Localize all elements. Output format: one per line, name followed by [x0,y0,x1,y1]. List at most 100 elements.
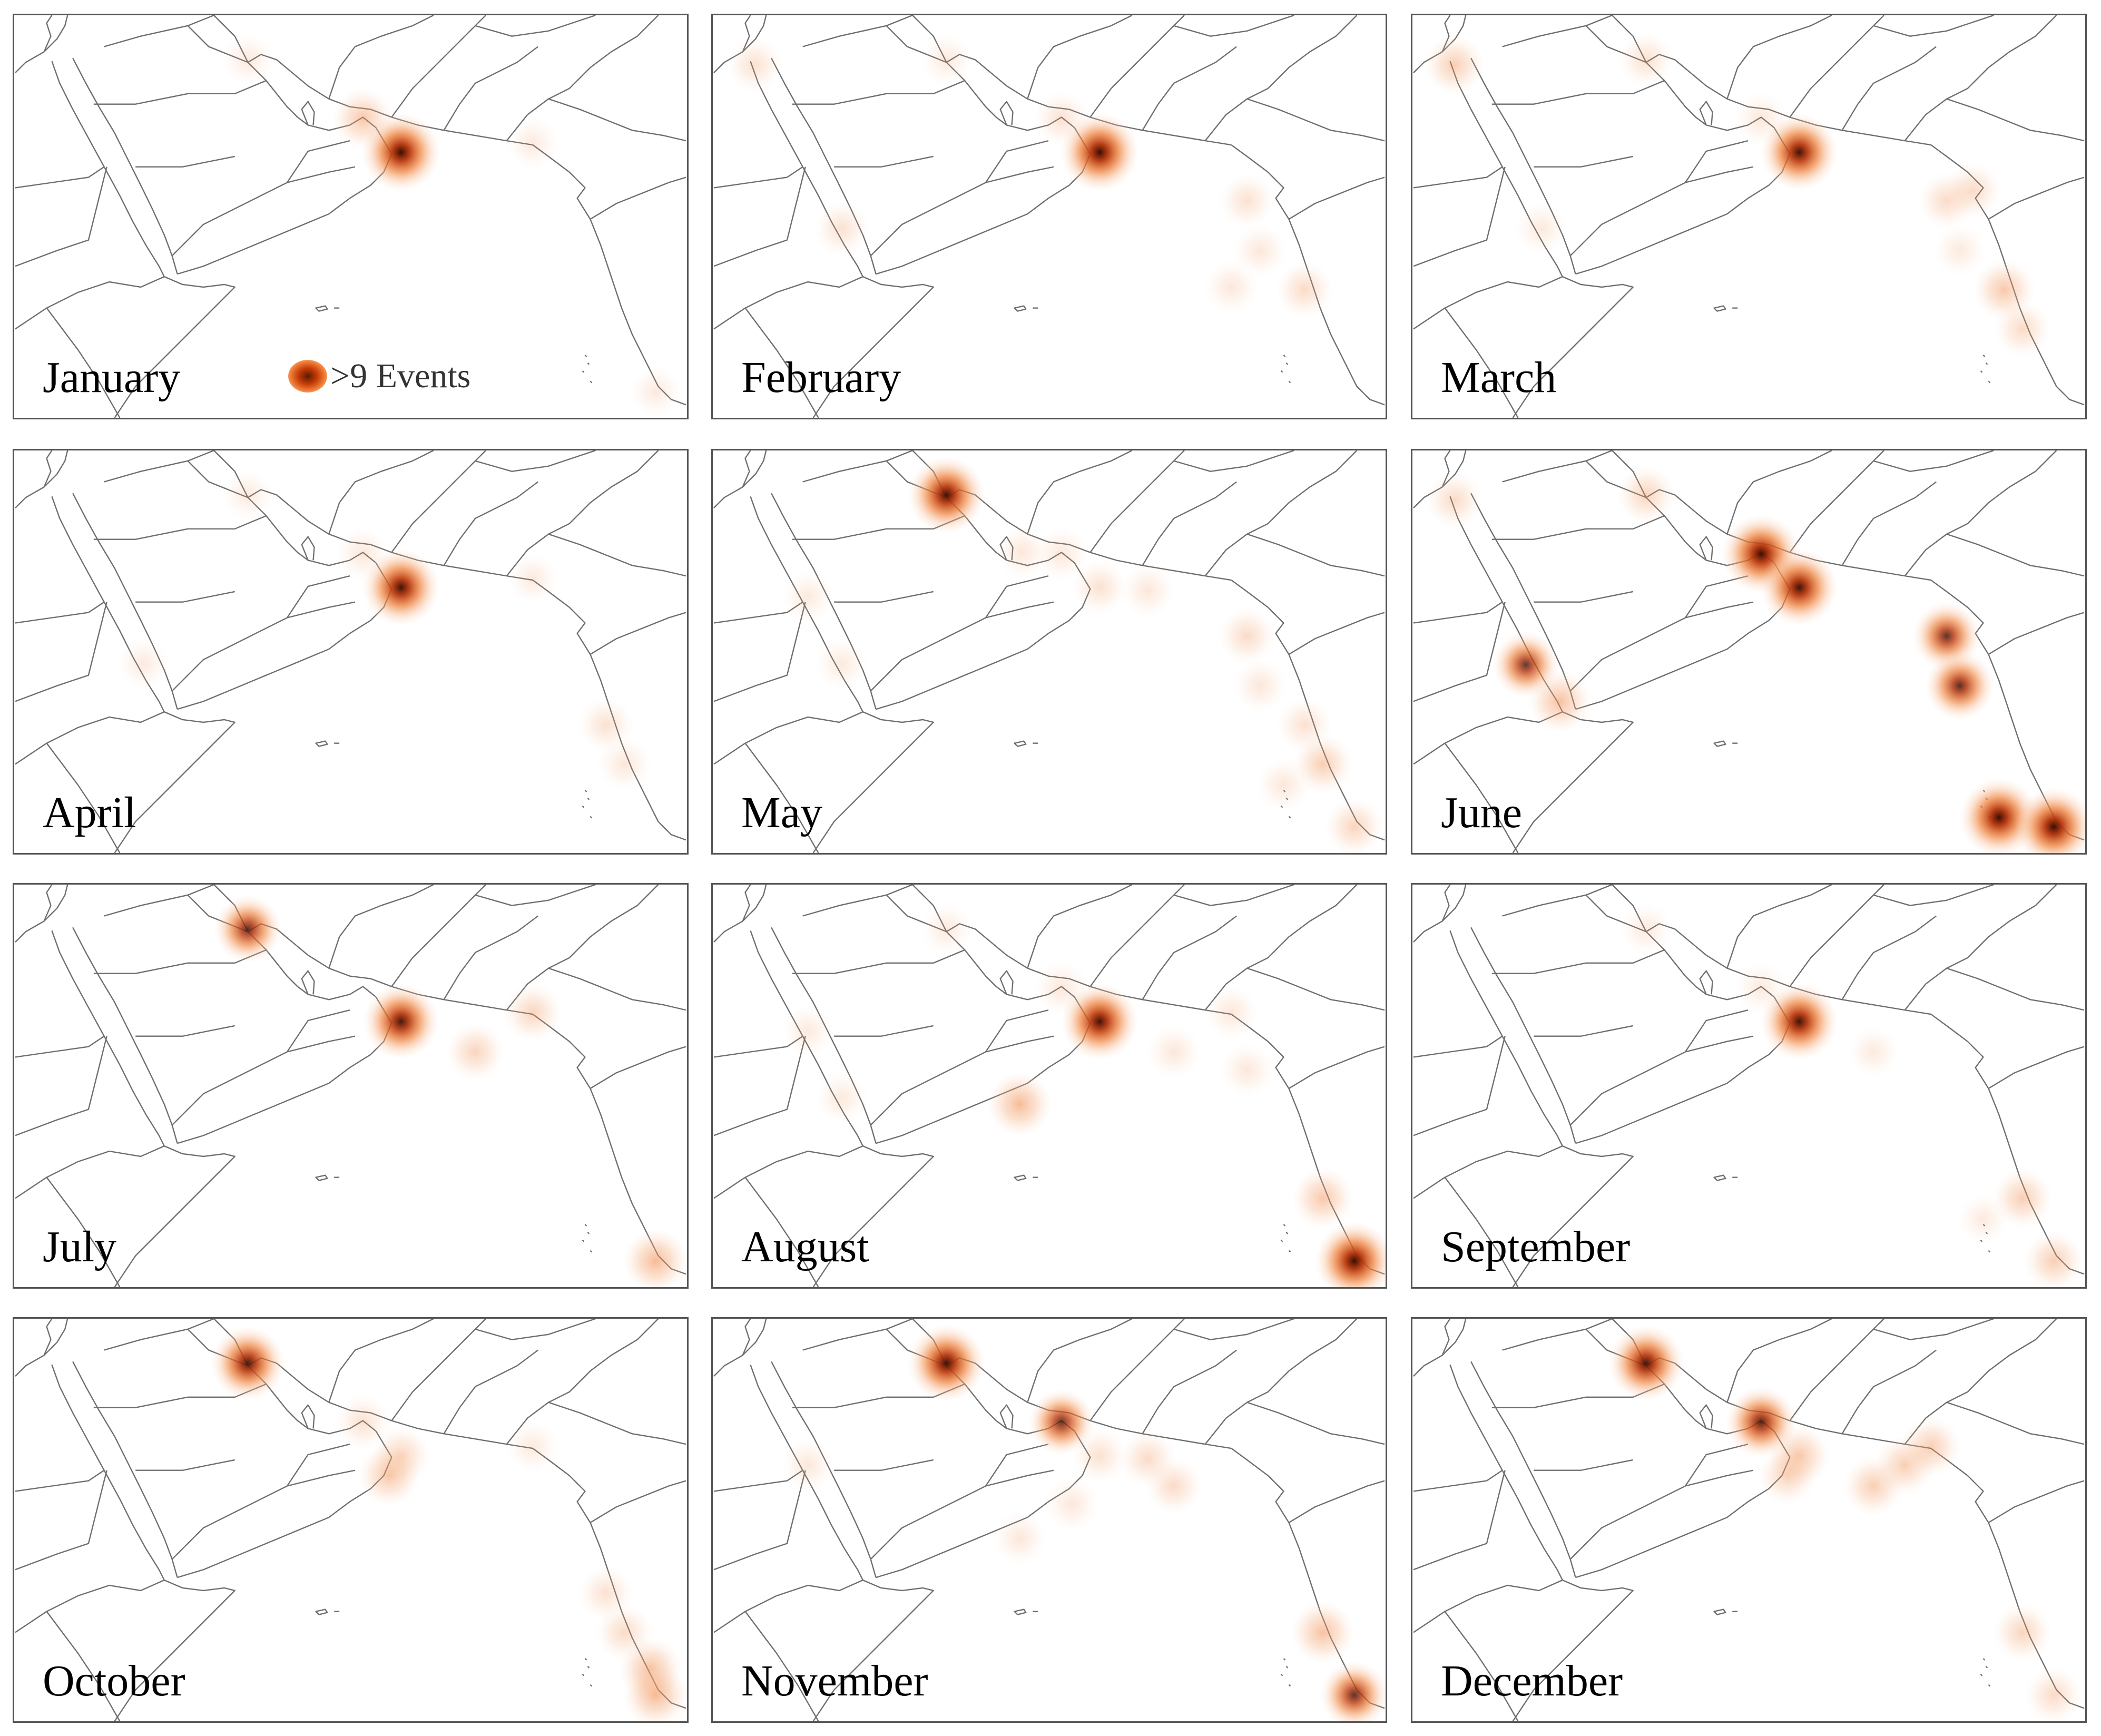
hotspot-oman-south-coast [987,1072,1052,1136]
hotspot-kuwait [211,1326,285,1400]
map-december [1413,1319,2085,1721]
hotspot-southern-india-tip [623,1229,687,1287]
hotspot-makran-coast [1119,1430,1176,1487]
base-map [713,450,1385,853]
map-panel-may: May [711,449,1387,855]
hotspot-southern-india-tip [1320,1661,1386,1721]
hotspot-makran-coast [1121,564,1175,617]
hotspot-arabian-sea-east [1925,651,1995,720]
hotspot-strait-of-hormuz [1734,92,1788,146]
map-october [15,1319,687,1721]
hotspot-kerala-coast [597,737,651,791]
hotspot-gulf-of-khambhat [1945,162,2001,219]
hotspot-muscat-coast [358,1445,420,1506]
hotspot-kerala-coast [1292,1168,1353,1229]
hotspot-gujarat-coast [1220,1043,1274,1097]
hotspot-gulf-of-oman [363,984,439,1060]
hotspot-strait-of-hormuz [335,1395,390,1450]
hotspot-arabian-sea-east [1933,224,1986,277]
hotspot-gulf-of-oman [1761,549,1838,626]
map-may [713,450,1385,853]
hotspot-persian-gulf-central [995,525,1049,580]
hotspot-red-sea-north [782,1005,834,1057]
month-label: July [43,1222,117,1271]
hotspot-kuwait [908,1325,985,1402]
hotspot-southern-india-tip [2024,1231,2084,1287]
hotspot-goa-coast [1276,261,1333,318]
hotspot-arabian-sea-north [1147,1025,1201,1079]
base-map [1413,1319,2085,1721]
hotspot-strait-of-hormuz [1035,961,1088,1015]
hotspot-strait-of-hormuz [1735,962,1787,1014]
hotspot-lakshadweep [1256,758,1311,812]
hotspot-red-sea-central [117,637,170,690]
hotspot-strait-of-hormuz [336,527,390,581]
month-label: April [43,788,136,837]
hotspot-karachi-coast [507,117,559,170]
hotspot-kuwait [222,34,274,86]
map-june [1413,450,2085,853]
map-panel-october: October [13,1317,689,1723]
hotspot-kuwait [1618,32,1674,87]
hotspot-karachi-coast [507,1420,559,1473]
hotspot-red-sea-central [816,637,868,690]
month-label: October [43,1656,185,1705]
hotspot-kerala-coast [1992,1168,2053,1228]
hotspot-arabian-sea-east [1233,659,1287,713]
map-february [713,15,1385,418]
hotspot-red-sea-central [816,1072,868,1124]
base-map [713,15,1385,418]
hotspot-kerala-coast [1291,1601,1354,1664]
hotspot-red-sea-central [1515,202,1568,254]
hotspot-kuwait [908,456,985,534]
hotspot-southern-india-tip [2025,1666,2083,1721]
hotspot-southern-india-tip [1325,798,1383,853]
map-january [15,15,686,418]
hotspot-kuwait [214,895,282,963]
month-label: June [1441,788,1522,837]
hotspot-muscat-coast [1758,1446,1817,1505]
legend: >9 Events [288,359,470,394]
hotspot-gujarat-coast [1219,607,1275,664]
hotspot-karachi-coast [507,553,558,604]
base-map [1413,885,2085,1287]
hotspot-kuwait [222,469,273,520]
hotspot-gulf-of-oman [1072,1428,1127,1484]
hotspot-southern-india-tip [2015,787,2085,853]
hotspot-strait-of-hormuz [1028,1389,1095,1455]
map-panel-march: March [1411,14,2087,419]
month-label: February [741,353,901,402]
map-panel-november: November [711,1317,1387,1723]
hotspot-kerala-coast [1993,1603,2051,1662]
map-panel-june: June [1411,449,2087,855]
hotspot-southern-india-tip [1315,1221,1386,1287]
hotspot-kuwait [1620,903,1672,955]
map-august [713,885,1386,1287]
month-label: November [741,1656,928,1705]
hotspot-red-sea-north [781,1438,835,1492]
hotspot-arabian-sea-north [446,1023,505,1081]
base-map [15,885,686,1287]
base-map [1413,450,2085,853]
hotspot-bab-el-mandeb [1528,670,1592,733]
hotspot-oman-south-coast [993,1512,1047,1565]
legend-label: >9 Events [330,357,471,395]
hotspot-arabian-sea-central [1204,260,1258,314]
hotspot-red-sea-central [814,201,870,256]
hotspot-gulf-of-aqaba [727,37,782,93]
hotspot-kerala-coast [1994,300,2051,357]
map-panel-december: December [1411,1317,2087,1723]
hotspot-karachi-coast [1204,986,1258,1039]
month-label: September [1441,1222,1631,1271]
month-label: May [741,788,822,837]
hotspot-red-sea-north [782,571,834,623]
hotspot-strait-of-hormuz [1034,91,1089,146]
month-label: December [1441,1656,1623,1705]
hotspot-gulf-of-oman [1072,560,1127,615]
month-label: January [43,353,181,402]
map-july [15,885,687,1287]
base-map [713,885,1385,1287]
hotspot-oman-coast [1045,1477,1099,1531]
map-panel-january: January >9 Events [13,14,689,419]
